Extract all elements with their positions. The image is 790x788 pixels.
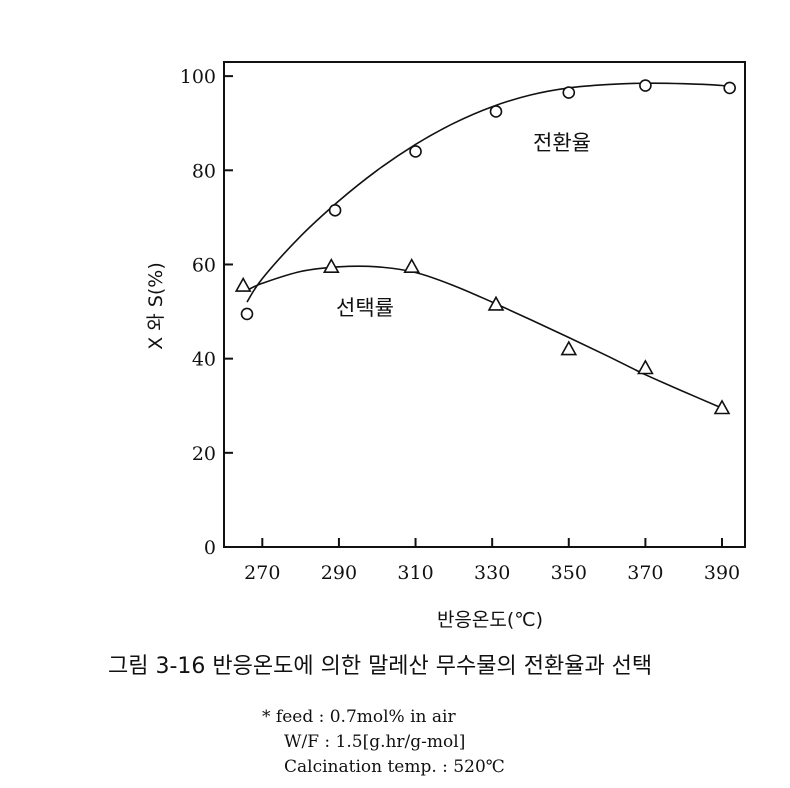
conversion-point bbox=[723, 81, 736, 95]
x-tick-label: 370 bbox=[627, 562, 663, 584]
series-label-conversion: 전환율 bbox=[533, 131, 591, 155]
conversion-point bbox=[328, 204, 342, 217]
note-wf: W/F : 1.5[g.hr/g-mol] bbox=[284, 732, 466, 752]
selectivity-point bbox=[403, 257, 421, 274]
conversion-point bbox=[639, 79, 652, 92]
conversion-point bbox=[409, 145, 422, 158]
x-tick-label: 330 bbox=[474, 562, 510, 584]
x-tick-label: 390 bbox=[704, 562, 740, 584]
x-tick-label: 350 bbox=[551, 562, 587, 584]
selectivity-point bbox=[637, 359, 654, 375]
x-axis-ticks: 270 290 310 330 350 370 390 bbox=[244, 538, 740, 584]
selectivity-point bbox=[713, 399, 731, 415]
series-markers bbox=[234, 79, 736, 415]
chart: 0 20 40 60 80 100 270 290 310 330 350 370 390 X 와 S… bbox=[145, 61, 746, 631]
y-tick-label: 80 bbox=[192, 160, 216, 182]
y-tick-label: 100 bbox=[180, 66, 216, 88]
conversion-point bbox=[240, 307, 254, 321]
plot-frame bbox=[223, 61, 746, 548]
y-tick-label: 20 bbox=[192, 443, 216, 465]
y-axis-ticks: 0 20 40 60 80 100 bbox=[180, 66, 233, 559]
series-curves bbox=[246, 82, 731, 409]
figure-caption: 그림 3-16 반응온도에 의한 말레산 무수물의 전환율과 선택 bbox=[108, 654, 653, 679]
y-tick-label: 0 bbox=[204, 537, 216, 559]
note-calcination: Calcination temp. : 520℃ bbox=[284, 757, 505, 777]
y-tick-label: 40 bbox=[192, 349, 216, 371]
selectivity-point bbox=[322, 257, 340, 274]
selectivity-point bbox=[560, 340, 578, 356]
conversion-point bbox=[489, 105, 503, 118]
note-feed: * feed : 0.7mol% in air bbox=[262, 707, 456, 727]
x-tick-label: 290 bbox=[321, 562, 357, 584]
selectivity-point bbox=[487, 295, 505, 311]
y-axis-label: X 와 S(%) bbox=[145, 262, 167, 350]
conversion-point bbox=[562, 86, 576, 99]
x-tick-label: 270 bbox=[244, 562, 280, 584]
x-axis-label: 반응온도(℃) bbox=[437, 609, 543, 631]
selectivity-point bbox=[234, 276, 252, 292]
y-tick-label: 60 bbox=[192, 254, 216, 276]
series-label-selectivity: 선택률 bbox=[336, 296, 394, 320]
series-line-selectivity bbox=[246, 265, 723, 409]
x-tick-label: 310 bbox=[397, 562, 433, 584]
experiment-notes: * feed : 0.7mol% in air W/F : 1.5[g.hr/g… bbox=[262, 705, 782, 780]
